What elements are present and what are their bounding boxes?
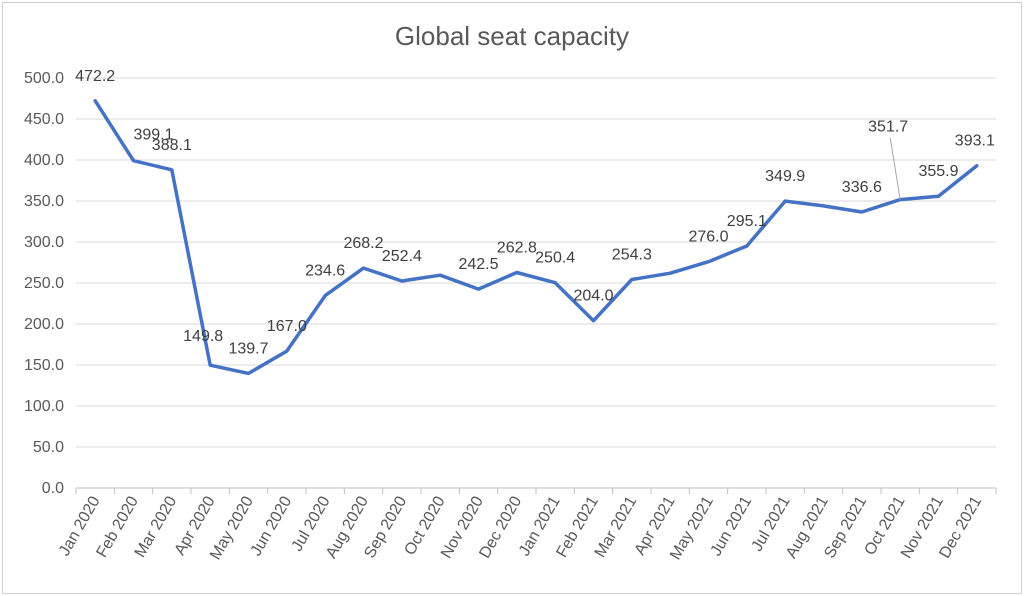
- y-tick-label: 450.0: [24, 111, 64, 128]
- data-label: 472.2: [75, 68, 115, 85]
- series-line: [93, 99, 979, 376]
- data-label: 252.4: [382, 248, 422, 265]
- data-label: 204.0: [573, 288, 613, 305]
- y-tick-label: 0.0: [42, 480, 64, 497]
- data-label: 242.5: [458, 256, 498, 273]
- y-tick-label: 250.0: [24, 275, 64, 292]
- y-tick-label: 350.0: [24, 193, 64, 210]
- data-label: 355.9: [918, 163, 958, 180]
- data-label: 139.7: [228, 340, 268, 357]
- data-label: 336.6: [842, 179, 882, 196]
- data-label: 250.4: [535, 250, 575, 267]
- data-label: 276.0: [688, 229, 728, 246]
- data-label: 262.8: [497, 240, 537, 257]
- data-label: 234.6: [305, 263, 345, 280]
- data-label: 388.1: [152, 137, 192, 154]
- y-tick-label: 50.0: [33, 439, 64, 456]
- data-label: 351.7: [868, 119, 908, 136]
- leader-line: [889, 137, 901, 200]
- data-label: 349.9: [765, 168, 805, 185]
- data-label: 254.3: [612, 246, 652, 263]
- data-label: 399.1: [133, 127, 173, 144]
- data-label: 295.1: [727, 213, 767, 230]
- data-label: 167.0: [267, 318, 307, 335]
- y-tick-label: 200.0: [24, 316, 64, 333]
- data-label: 149.8: [183, 328, 223, 345]
- y-tick-label: 400.0: [24, 152, 64, 169]
- y-tick-label: 150.0: [24, 357, 64, 374]
- y-tick-label: 500.0: [24, 70, 64, 87]
- y-tick-label: 100.0: [24, 398, 64, 415]
- data-label: 268.2: [343, 235, 383, 252]
- chart-title: Global seat capacity: [394, 21, 630, 51]
- y-tick-label: 300.0: [24, 234, 64, 251]
- data-label: 393.1: [955, 133, 995, 150]
